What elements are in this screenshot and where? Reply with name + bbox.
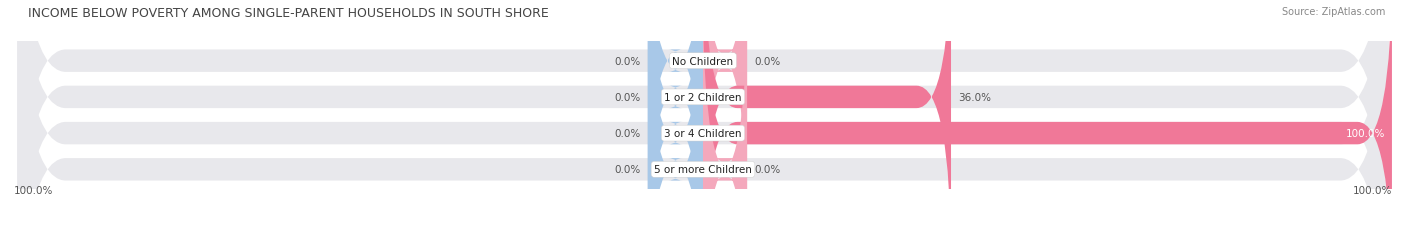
FancyBboxPatch shape: [17, 0, 1389, 231]
FancyBboxPatch shape: [17, 0, 1389, 231]
FancyBboxPatch shape: [648, 0, 703, 231]
Text: No Children: No Children: [672, 56, 734, 66]
FancyBboxPatch shape: [648, 0, 703, 231]
Text: 0.0%: 0.0%: [754, 56, 780, 66]
Text: Source: ZipAtlas.com: Source: ZipAtlas.com: [1281, 7, 1385, 17]
FancyBboxPatch shape: [648, 0, 703, 231]
Text: 5 or more Children: 5 or more Children: [654, 165, 752, 175]
Text: 100.0%: 100.0%: [1353, 185, 1392, 195]
FancyBboxPatch shape: [703, 0, 747, 231]
Text: 0.0%: 0.0%: [614, 92, 641, 103]
FancyBboxPatch shape: [17, 0, 1389, 231]
Text: 3 or 4 Children: 3 or 4 Children: [664, 128, 742, 139]
Text: INCOME BELOW POVERTY AMONG SINGLE-PARENT HOUSEHOLDS IN SOUTH SHORE: INCOME BELOW POVERTY AMONG SINGLE-PARENT…: [28, 7, 548, 20]
Text: 0.0%: 0.0%: [614, 165, 641, 175]
FancyBboxPatch shape: [703, 0, 747, 231]
Text: 100.0%: 100.0%: [1346, 128, 1385, 139]
FancyBboxPatch shape: [648, 0, 703, 231]
Text: 0.0%: 0.0%: [614, 56, 641, 66]
Text: 100.0%: 100.0%: [14, 185, 53, 195]
FancyBboxPatch shape: [703, 0, 1392, 231]
Text: 0.0%: 0.0%: [614, 128, 641, 139]
FancyBboxPatch shape: [17, 0, 1389, 231]
Text: 1 or 2 Children: 1 or 2 Children: [664, 92, 742, 103]
FancyBboxPatch shape: [703, 0, 950, 231]
Text: 36.0%: 36.0%: [957, 92, 991, 103]
Text: 0.0%: 0.0%: [754, 165, 780, 175]
